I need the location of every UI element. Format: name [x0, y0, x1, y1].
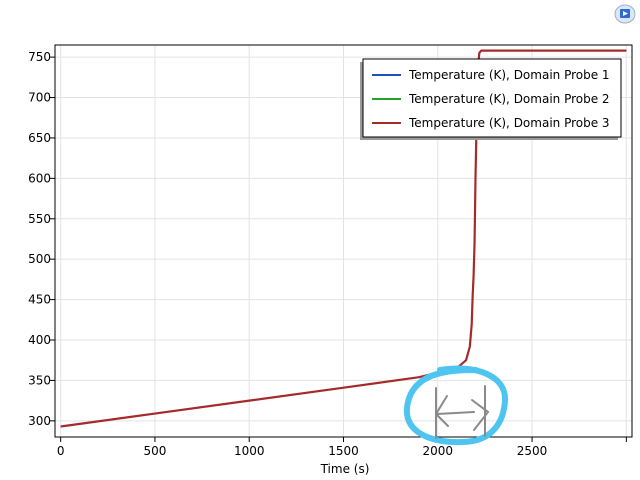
- series-line-3: [60, 49, 627, 428]
- y-tick-label: 450: [28, 293, 51, 307]
- y-tick-label: 750: [28, 50, 51, 64]
- y-tick-label: 300: [28, 414, 51, 428]
- presentation-icon[interactable]: [614, 4, 636, 24]
- arrow-right-icon: [471, 399, 490, 431]
- annotation-circle: [403, 365, 508, 446]
- legend-box: [362, 58, 622, 138]
- series-lines: [60, 49, 627, 428]
- x-tick-label: 2000: [423, 444, 454, 458]
- x-tick-label: 500: [143, 444, 166, 458]
- x-tick-label: 2500: [517, 444, 548, 458]
- y-tick-label: 350: [28, 373, 51, 387]
- y-tick-label: 700: [28, 91, 51, 105]
- cursor-annotation: [403, 365, 508, 446]
- legend[interactable]: Temperature (K), Domain Probe 1 Temperatu…: [360, 58, 622, 140]
- x-tick-label: 1500: [328, 444, 359, 458]
- legend-label: Temperature (K), Domain Probe 3: [408, 116, 610, 130]
- y-tick-label: 600: [28, 171, 51, 185]
- y-tick-label: 500: [28, 252, 51, 266]
- legend-label: Temperature (K), Domain Probe 1: [408, 68, 610, 82]
- x-tick-label: 1000: [234, 444, 265, 458]
- y-tick-label: 650: [28, 131, 51, 145]
- x-axis-title: Time (s): [320, 462, 370, 476]
- arrow-shaft: [436, 411, 475, 415]
- y-tick-label: 400: [28, 333, 51, 347]
- legend-label: Temperature (K), Domain Probe 2: [408, 92, 610, 106]
- x-tick-label: 0: [57, 444, 65, 458]
- axis-ticks: 0 500 1000 1500 2000 2500 300 350 400 450 500 550 60…: [28, 50, 627, 458]
- y-tick-label: 550: [28, 212, 51, 226]
